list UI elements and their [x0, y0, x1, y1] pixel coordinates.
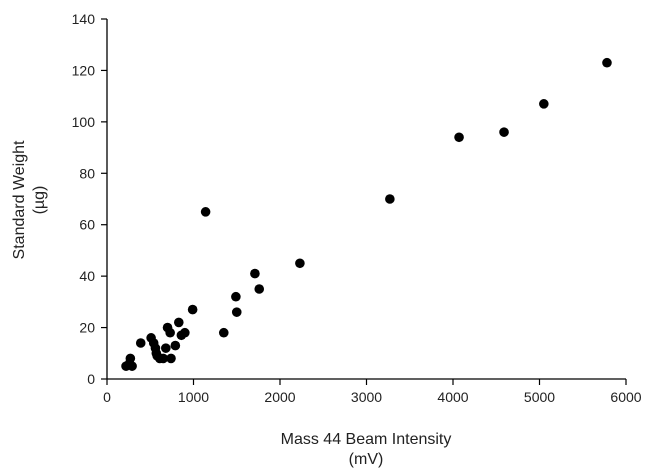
data-points	[121, 57, 612, 371]
x-tick-label: 2000	[264, 389, 295, 405]
y-tick-label: 40	[79, 268, 95, 284]
y-tick-label: 80	[79, 165, 95, 181]
y-tick-label: 100	[72, 114, 96, 130]
data-point	[454, 132, 464, 143]
x-tick-label: 6000	[610, 389, 641, 405]
data-point	[127, 361, 137, 371]
y-tick-label: 0	[87, 371, 95, 387]
y-axis-title: Standard Weight	[11, 140, 28, 259]
data-point	[173, 317, 184, 328]
data-point	[158, 353, 169, 364]
x-tick-label: 1000	[178, 389, 209, 405]
data-point	[187, 304, 198, 315]
data-point	[135, 338, 146, 348]
data-point	[539, 99, 549, 109]
x-tick-label: 0	[103, 389, 111, 405]
data-point	[125, 353, 136, 364]
data-point	[385, 194, 395, 204]
y-tick-label: 20	[79, 320, 95, 336]
data-point	[218, 327, 229, 338]
data-point	[499, 127, 509, 137]
data-point	[170, 340, 181, 351]
y-axis-unit: (µg)	[31, 186, 48, 215]
x-tick-label: 5000	[524, 389, 555, 405]
data-point	[165, 327, 175, 338]
x-tick-label: 3000	[351, 389, 382, 405]
x-axis-title: Mass 44 Beam Intensity	[281, 431, 452, 448]
data-point	[231, 291, 241, 302]
x-tick-label: 4000	[437, 389, 468, 405]
y-axis-ticks: 0 20 40 60 80 100 120 140	[72, 11, 107, 387]
y-tick-label: 120	[72, 62, 96, 78]
data-point	[602, 57, 612, 68]
data-point	[200, 207, 211, 217]
data-point	[161, 343, 171, 353]
data-point	[250, 268, 260, 279]
axes	[106, 19, 626, 380]
data-point	[180, 327, 190, 338]
y-tick-label: 60	[79, 217, 95, 233]
data-point	[254, 284, 265, 294]
x-axis-ticks: 0 1000 2000 3000 4000 5000 6000	[103, 379, 642, 405]
y-tick-label: 140	[72, 11, 96, 27]
data-point	[166, 353, 176, 364]
data-point	[295, 258, 305, 269]
x-axis-unit: (mV)	[349, 451, 384, 468]
data-point	[231, 307, 242, 317]
